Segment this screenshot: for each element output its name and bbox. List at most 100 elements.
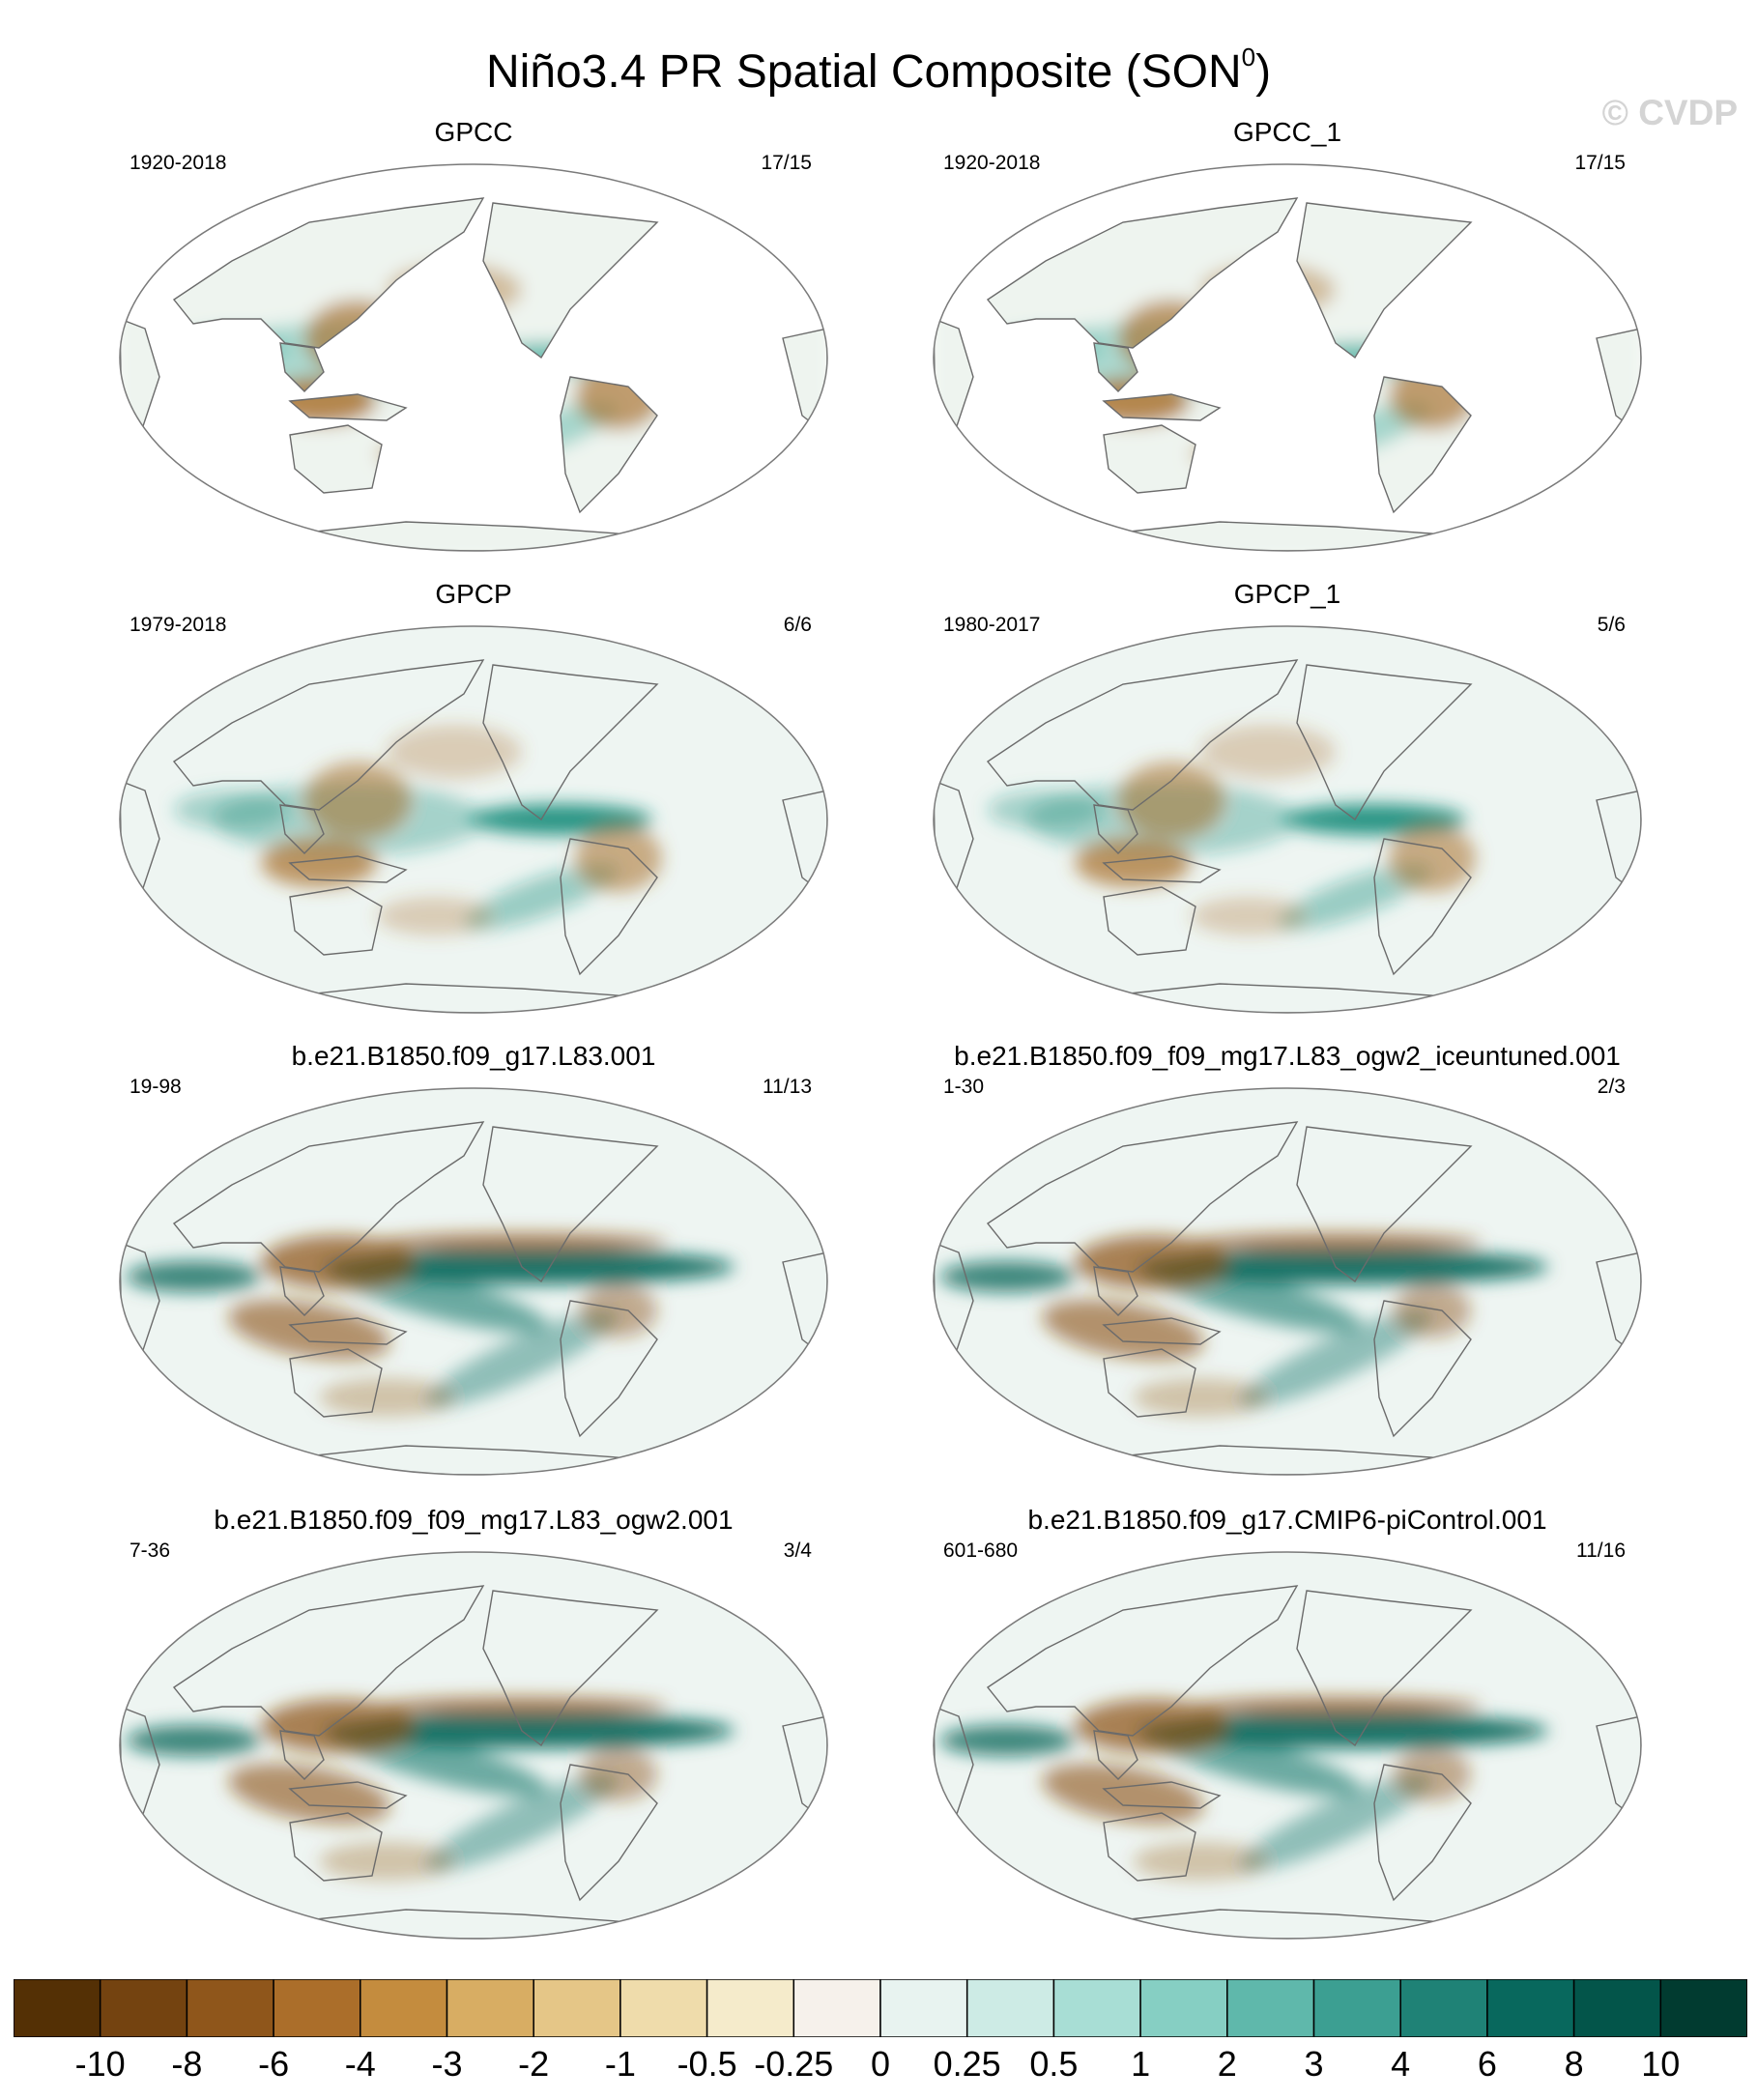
panel-count: 17/15: [1574, 152, 1626, 174]
colorbar-swatch: [1659, 1979, 1747, 2037]
panel-title: GPCC: [434, 117, 513, 147]
colorbar-swatch: [792, 1979, 881, 2037]
colorbar-swatch: [619, 1979, 708, 2037]
panel-title: b.e21.B1850.f09_g17.CMIP6-piControl.001: [1027, 1505, 1547, 1535]
panel-gpcc-1: GPCC_1 1920-2018 17/15: [930, 116, 1645, 561]
colorbar-label: -8: [171, 2044, 203, 2084]
colorbar-swatch: [1139, 1979, 1228, 2037]
panel-count: 5/6: [1597, 614, 1626, 636]
colorbar-swatch: [446, 1979, 534, 2037]
colorbar-label: 10: [1641, 2044, 1681, 2084]
colorbar: [14, 1979, 1747, 2037]
panel-count: 11/16: [1576, 1539, 1626, 1562]
colorbar-label: -0.25: [754, 2044, 834, 2084]
colorbar-swatch: [273, 1979, 361, 2037]
panel-count: 3/4: [783, 1539, 812, 1562]
colorbar-label: -0.5: [677, 2044, 737, 2084]
colorbar-swatch: [1486, 1979, 1575, 2037]
map-gpcp: [119, 625, 828, 1014]
panel-count: 17/15: [761, 152, 812, 174]
colorbar-swatch: [1052, 1979, 1141, 2037]
map-gpcc-1: [933, 163, 1642, 552]
colorbar-label: 1: [1131, 2044, 1151, 2084]
colorbar-swatch: [1312, 1979, 1401, 2037]
panel-gpcp-1: GPCP_1 1980-2017 5/6: [930, 578, 1645, 1022]
map-field: [934, 1088, 1641, 1475]
map-field: [120, 626, 827, 1013]
colorbar-label: -6: [258, 2044, 290, 2084]
panel-title: b.e21.B1850.f09_f09_mg17.L83_ogw2.001: [214, 1505, 734, 1535]
globe-outline: [933, 625, 1642, 1014]
map-field: [120, 1552, 827, 1939]
globe-outline: [119, 1087, 828, 1476]
coastlines: [934, 659, 1641, 1013]
map-gpcp-1: [933, 625, 1642, 1014]
colorbar-swatch: [99, 1979, 188, 2037]
map-model-ogw2: [119, 1551, 828, 1940]
colorbar-labels: -10 -8 -6 -4 -3 -2 -1 -0.5 -0.25 0 0.25 0.5 1 2 3 4 6 8 10: [14, 2039, 1747, 2089]
cvdp-watermark: © CVDP: [1601, 93, 1738, 132]
panel-model-ogw2: b.e21.B1850.f09_f09_mg17.L83_ogw2.001 7-…: [116, 1504, 831, 1948]
colorbar-swatch: [186, 1979, 274, 2037]
globe-outline: [933, 1551, 1642, 1940]
colorbar-swatch: [360, 1979, 448, 2037]
colorbar-label: -3: [431, 2044, 463, 2084]
colorbar-swatch: [706, 1979, 795, 2037]
map-field: [934, 1552, 1641, 1939]
colorbar-label: 3: [1304, 2044, 1324, 2084]
colorbar-label: 0: [870, 2044, 891, 2084]
map-field: [120, 1088, 827, 1475]
colorbar-swatch: [533, 1979, 621, 2037]
panel-gpcp: GPCP 1979-2018 6/6: [116, 578, 831, 1022]
panel-count: 11/13: [763, 1076, 812, 1098]
colorbar-swatch: [1226, 1979, 1315, 2037]
map-field: [934, 164, 1641, 551]
colorbar-label: -2: [518, 2044, 550, 2084]
panel-gpcc: GPCC 1920-2018 17/15: [116, 116, 831, 561]
globe-outline: [119, 1551, 828, 1940]
colorbar-label: 0.5: [1029, 2044, 1079, 2084]
colorbar-swatch: [1572, 1979, 1662, 2037]
panel-model-cmip6-picontrol: b.e21.B1850.f09_g17.CMIP6-piControl.001 …: [930, 1504, 1645, 1948]
colorbar-swatch: [14, 1979, 101, 2037]
panel-model-l83: b.e21.B1850.f09_g17.L83.001 19-98 11/13: [116, 1040, 831, 1484]
panel-years: 1-30: [943, 1076, 985, 1098]
map-gpcc: [119, 163, 828, 552]
panel-years: 1980-2017: [943, 614, 1041, 636]
globe-outline: [933, 163, 1642, 552]
panel-count: 6/6: [783, 614, 812, 636]
panel-count: 2/3: [1597, 1076, 1626, 1098]
colorbar-label: 6: [1477, 2044, 1497, 2084]
colorbar-label: 0.25: [933, 2044, 1001, 2084]
panel-title: b.e21.B1850.f09_f09_mg17.L83_ogw2_iceunt…: [954, 1041, 1621, 1071]
colorbar-swatch: [879, 1979, 968, 2037]
globe-outline: [119, 163, 828, 552]
map-field: [934, 626, 1641, 1013]
colorbar-label: -10: [74, 2044, 126, 2084]
map-model-l83: [119, 1087, 828, 1476]
colorbar-swatch: [965, 1979, 1055, 2037]
panel-title: GPCP_1: [1233, 579, 1341, 609]
panel-title: GPCP: [435, 579, 512, 609]
globe-outline: [119, 625, 828, 1014]
map-model-ogw2-iceuntuned: [933, 1087, 1642, 1476]
panel-years: 1920-2018: [130, 152, 227, 174]
colorbar-label: 8: [1564, 2044, 1584, 2084]
panel-years: 19-98: [130, 1076, 182, 1098]
panel-years: 601-680: [943, 1539, 1019, 1562]
panel-model-ogw2-iceuntuned: b.e21.B1850.f09_f09_mg17.L83_ogw2_iceunt…: [930, 1040, 1645, 1484]
colorbar-label: -1: [604, 2044, 636, 2084]
map-model-cmip6-picontrol: [933, 1551, 1642, 1940]
globe-outline: [933, 1087, 1642, 1476]
colorbar-swatch: [1399, 1979, 1488, 2037]
panel-title: GPCC_1: [1232, 117, 1342, 147]
colorbar-label: 2: [1217, 2044, 1237, 2084]
panel-title: b.e21.B1850.f09_g17.L83.001: [291, 1041, 656, 1071]
panel-years: 1920-2018: [943, 152, 1041, 174]
figure-title: Niño3.4 PR Spatial Composite (SON0): [485, 43, 1272, 98]
panel-years: 1979-2018: [130, 614, 227, 636]
colorbar-label: -4: [344, 2044, 376, 2084]
colorbar-label: 4: [1391, 2044, 1411, 2084]
panel-years: 7-36: [130, 1539, 171, 1562]
map-field: [120, 164, 827, 551]
